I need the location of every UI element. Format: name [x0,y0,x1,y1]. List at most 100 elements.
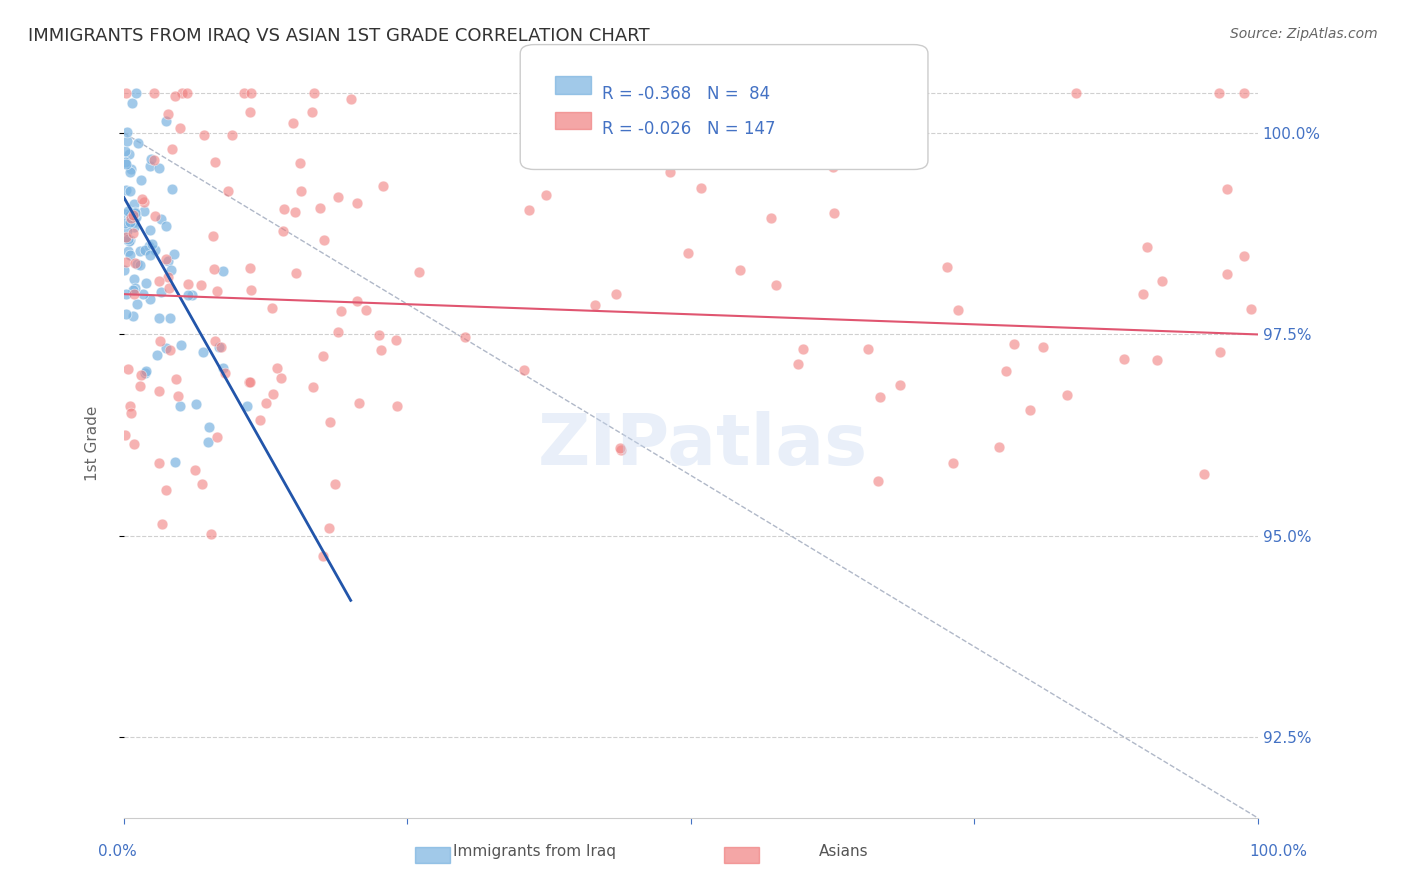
Point [1004,336,1026,351]
Point [139,292,162,306]
Point [212,264,235,278]
Point [122,208,145,222]
Point [946,302,969,317]
Point [121,96,143,111]
Point [190,477,212,491]
Point [1136,240,1159,254]
Point [262,387,284,401]
Point [177,277,200,291]
Point [239,105,262,120]
Point [129,368,152,382]
Point [1233,86,1256,100]
Point [936,260,959,275]
Point [326,190,349,204]
Point [114,232,136,246]
Point [1215,182,1237,196]
Point [765,278,787,293]
Point [1032,340,1054,354]
Point [209,340,232,354]
Point [118,234,141,248]
Point [385,399,408,413]
Point [823,206,845,220]
Point [115,135,138,149]
Point [135,277,157,291]
Point [167,389,190,403]
Y-axis label: 1st Grade: 1st Grade [86,406,100,481]
Point [139,223,162,237]
Point [384,333,406,347]
Point [273,202,295,216]
Point [172,86,194,100]
Point [270,371,292,385]
Point [155,341,177,355]
Point [311,349,333,363]
Point [148,384,170,398]
Point [288,155,311,169]
Point [145,209,167,223]
Point [202,229,225,244]
Point [142,86,165,100]
Point [1216,268,1239,282]
Text: Source: ZipAtlas.com: Source: ZipAtlas.com [1230,27,1378,41]
Point [281,116,304,130]
Point [204,334,226,348]
Point [163,88,186,103]
Point [118,233,141,247]
Point [155,113,177,128]
Point [120,399,142,413]
Point [309,201,332,215]
Point [120,248,142,262]
Point [177,288,200,302]
Point [150,212,173,227]
Point [240,86,263,100]
Point [148,274,170,288]
Point [181,288,204,302]
Point [148,310,170,325]
Point [728,262,751,277]
Point [148,161,170,176]
Point [866,474,889,488]
Point [114,144,136,158]
Point [155,483,177,497]
Point [1209,345,1232,359]
Point [121,226,143,240]
Point [370,343,392,358]
Point [318,520,340,534]
Point [159,343,181,357]
Point [118,147,141,161]
Point [129,173,152,187]
Point [149,285,172,299]
Text: ZIPatlas: ZIPatlas [538,411,868,481]
Point [193,345,215,359]
Point [120,161,142,176]
Point [217,184,239,198]
Point [239,375,262,389]
Point [513,363,536,377]
Point [285,266,308,280]
Point [1019,403,1042,417]
Point [889,378,911,392]
Point [1192,467,1215,482]
Point [583,298,606,312]
Point [869,391,891,405]
Point [122,437,145,451]
Point [1056,388,1078,402]
Point [139,152,162,166]
Point [120,165,142,179]
Point [124,256,146,270]
Point [143,243,166,257]
Point [326,325,349,339]
Text: R = -0.368   N =  84: R = -0.368 N = 84 [602,85,770,103]
Point [159,310,181,325]
Point [339,92,361,106]
Point [1208,86,1230,100]
Point [787,357,810,371]
Point [1146,353,1168,368]
Point [184,463,207,477]
Point [607,136,630,151]
Point [122,196,145,211]
Point [160,182,183,196]
Point [141,237,163,252]
Point [792,342,814,356]
Point [659,165,682,179]
